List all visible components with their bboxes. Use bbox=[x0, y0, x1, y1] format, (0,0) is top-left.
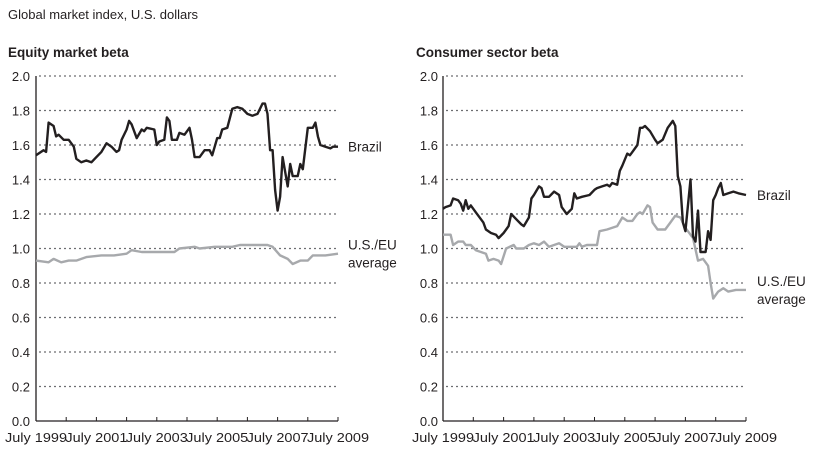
y-tick-label: 1.0 bbox=[12, 242, 30, 257]
x-tick-label: July 2007 bbox=[654, 431, 716, 445]
series-label: U.S./EU bbox=[757, 274, 806, 289]
y-tick-label: 2.0 bbox=[12, 69, 30, 84]
right-chart-title: Consumer sector beta bbox=[416, 45, 559, 60]
y-tick-label: 0.0 bbox=[12, 414, 30, 429]
y-tick-label: 1.4 bbox=[12, 173, 30, 188]
series-line-brazil bbox=[35, 102, 338, 212]
y-tick-label: 2.0 bbox=[420, 69, 438, 84]
x-tick-label: July 2009 bbox=[307, 431, 369, 445]
series-label: Brazil bbox=[757, 188, 791, 203]
x-tick-label: July 2007 bbox=[247, 431, 309, 445]
x-tick-label: July 2009 bbox=[715, 431, 777, 445]
y-tick-label: 1.6 bbox=[12, 138, 30, 153]
x-tick-label: July 1999 bbox=[412, 431, 474, 445]
y-tick-label: 0.4 bbox=[420, 345, 438, 360]
y-tick-label: 1.6 bbox=[420, 138, 438, 153]
y-tick-label: 1.0 bbox=[420, 242, 438, 257]
y-tick-label: 0.8 bbox=[12, 276, 30, 291]
y-tick-label: 0.4 bbox=[12, 345, 30, 360]
series-line-us-eu-average bbox=[443, 204, 746, 300]
x-tick-label: July 2003 bbox=[533, 431, 595, 445]
series-label: U.S./EU bbox=[348, 238, 397, 253]
series-label: average bbox=[757, 292, 806, 307]
left-chart-title: Equity market beta bbox=[8, 45, 129, 60]
series-line-brazil bbox=[442, 119, 747, 254]
y-tick-label: 0.2 bbox=[12, 380, 30, 395]
y-tick-label: 0.2 bbox=[420, 380, 438, 395]
y-tick-label: 1.8 bbox=[420, 104, 438, 119]
subtitle: Global market index, U.S. dollars bbox=[8, 7, 199, 22]
series-label: average bbox=[348, 256, 397, 271]
y-tick-label: 0.0 bbox=[420, 414, 438, 429]
x-tick-label: July 1999 bbox=[5, 431, 67, 445]
x-tick-label: July 2001 bbox=[473, 431, 535, 445]
x-tick-label: July 2001 bbox=[65, 431, 127, 445]
x-tick-label: July 2005 bbox=[594, 431, 656, 445]
x-tick-label: July 2005 bbox=[186, 431, 248, 445]
y-tick-label: 1.2 bbox=[12, 207, 30, 222]
y-tick-label: 1.4 bbox=[420, 173, 438, 188]
y-tick-label: 1.8 bbox=[12, 104, 30, 119]
consumer-sector-beta-chart: 0.0 0.2 0.4 0.6 0.8 1.0 1.2 1.4 1.6 1.8 2.0 July 19… bbox=[412, 69, 806, 445]
y-tick-label: 1.2 bbox=[420, 207, 438, 222]
y-tick-label: 0.8 bbox=[420, 276, 438, 291]
series-label: Brazil bbox=[348, 140, 382, 155]
equity-market-beta-chart: 0.0 0.2 0.4 0.6 0.8 1.0 1.2 1.4 1.6 1.8 2.0 July 19… bbox=[5, 69, 397, 445]
x-tick-label: July 2003 bbox=[126, 431, 188, 445]
y-tick-label: 0.6 bbox=[420, 311, 438, 326]
y-tick-label: 0.6 bbox=[12, 311, 30, 326]
series-line-us-eu-average bbox=[35, 243, 339, 266]
